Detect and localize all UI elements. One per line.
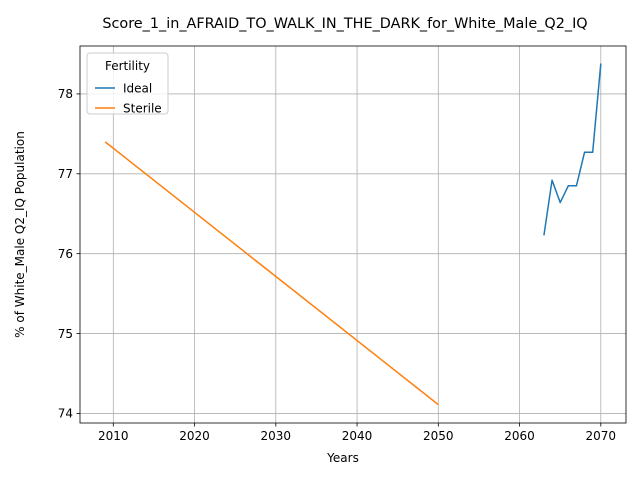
x-tick-label: 2010 <box>98 429 129 443</box>
y-tick-label: 78 <box>58 87 73 101</box>
legend-title: Fertility <box>105 59 150 73</box>
x-tick-label: 2030 <box>261 429 292 443</box>
y-axis-label: % of White_Male Q2_IQ Population <box>13 131 27 338</box>
y-tick-label: 77 <box>58 167 73 181</box>
x-axis-label: Years <box>326 451 359 465</box>
x-tick-label: 2050 <box>423 429 454 443</box>
x-tick-label: 2070 <box>586 429 617 443</box>
x-tick-label: 2020 <box>179 429 210 443</box>
legend-label-ideal: Ideal <box>123 81 152 95</box>
y-tick-label: 76 <box>58 247 73 261</box>
x-tick-label: 2060 <box>504 429 535 443</box>
legend-label-sterile: Sterile <box>123 101 162 115</box>
y-tick-label: 75 <box>58 327 73 341</box>
x-tick-label: 2040 <box>342 429 373 443</box>
chart-title: Score_1_in_AFRAID_TO_WALK_IN_THE_DARK_fo… <box>102 16 587 32</box>
y-tick-label: 74 <box>58 407 73 421</box>
legend: Fertility Ideal Sterile <box>87 53 168 115</box>
